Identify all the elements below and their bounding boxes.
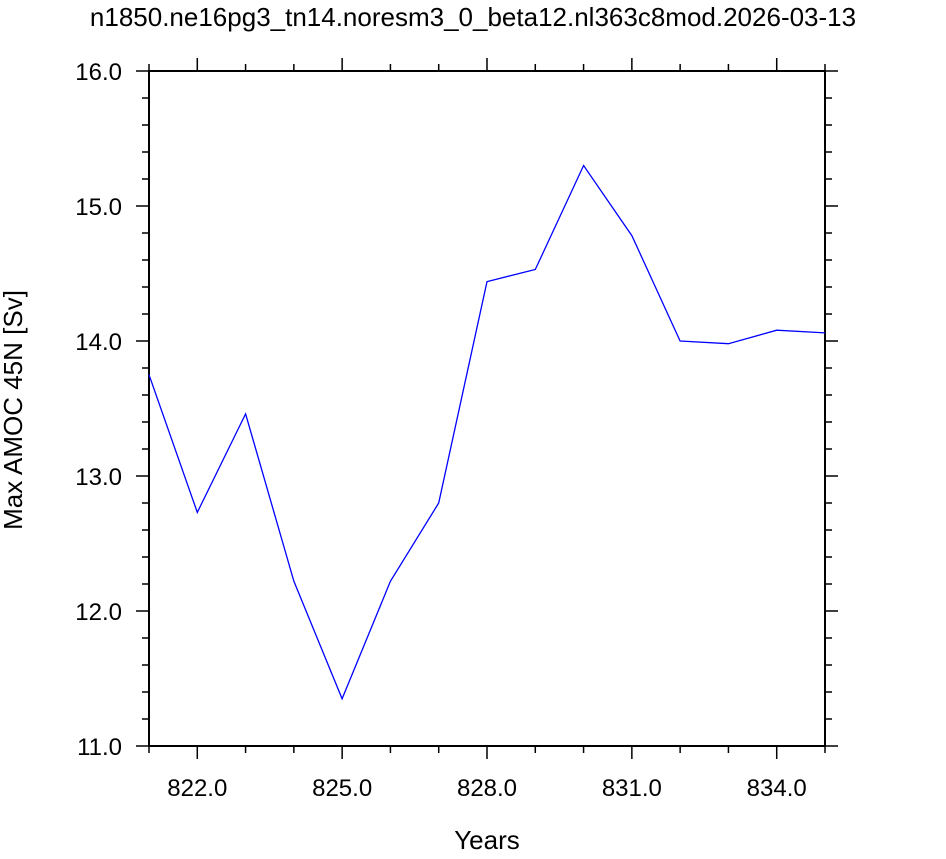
y-tick-label: 11.0	[77, 734, 122, 761]
chart-title: n1850.ne16pg3_tn14.noresm3_0_beta12.nl36…	[89, 2, 857, 32]
x-axis-label: Years	[454, 825, 520, 855]
x-tick-label: 834.0	[747, 775, 807, 802]
y-tick-label: 13.0	[75, 464, 122, 491]
y-tick-label: 14.0	[75, 329, 122, 356]
y-tick-label: 16.0	[75, 59, 122, 86]
axis-ticks	[136, 58, 838, 759]
y-tick-label: 12.0	[75, 599, 122, 626]
y-tick-label: 15.0	[75, 194, 122, 221]
series-line	[148, 164, 826, 701]
x-tick-label: 828.0	[457, 775, 517, 802]
plot-frame	[148, 70, 826, 747]
x-tick-label: 825.0	[312, 775, 372, 802]
axis-tick-labels: 822.0 825.0 828.0 831.0 834.0 11.0 12.0 13.0 14.…	[75, 59, 806, 802]
x-tick-label: 831.0	[602, 775, 662, 802]
x-tick-label: 822.0	[167, 775, 227, 802]
